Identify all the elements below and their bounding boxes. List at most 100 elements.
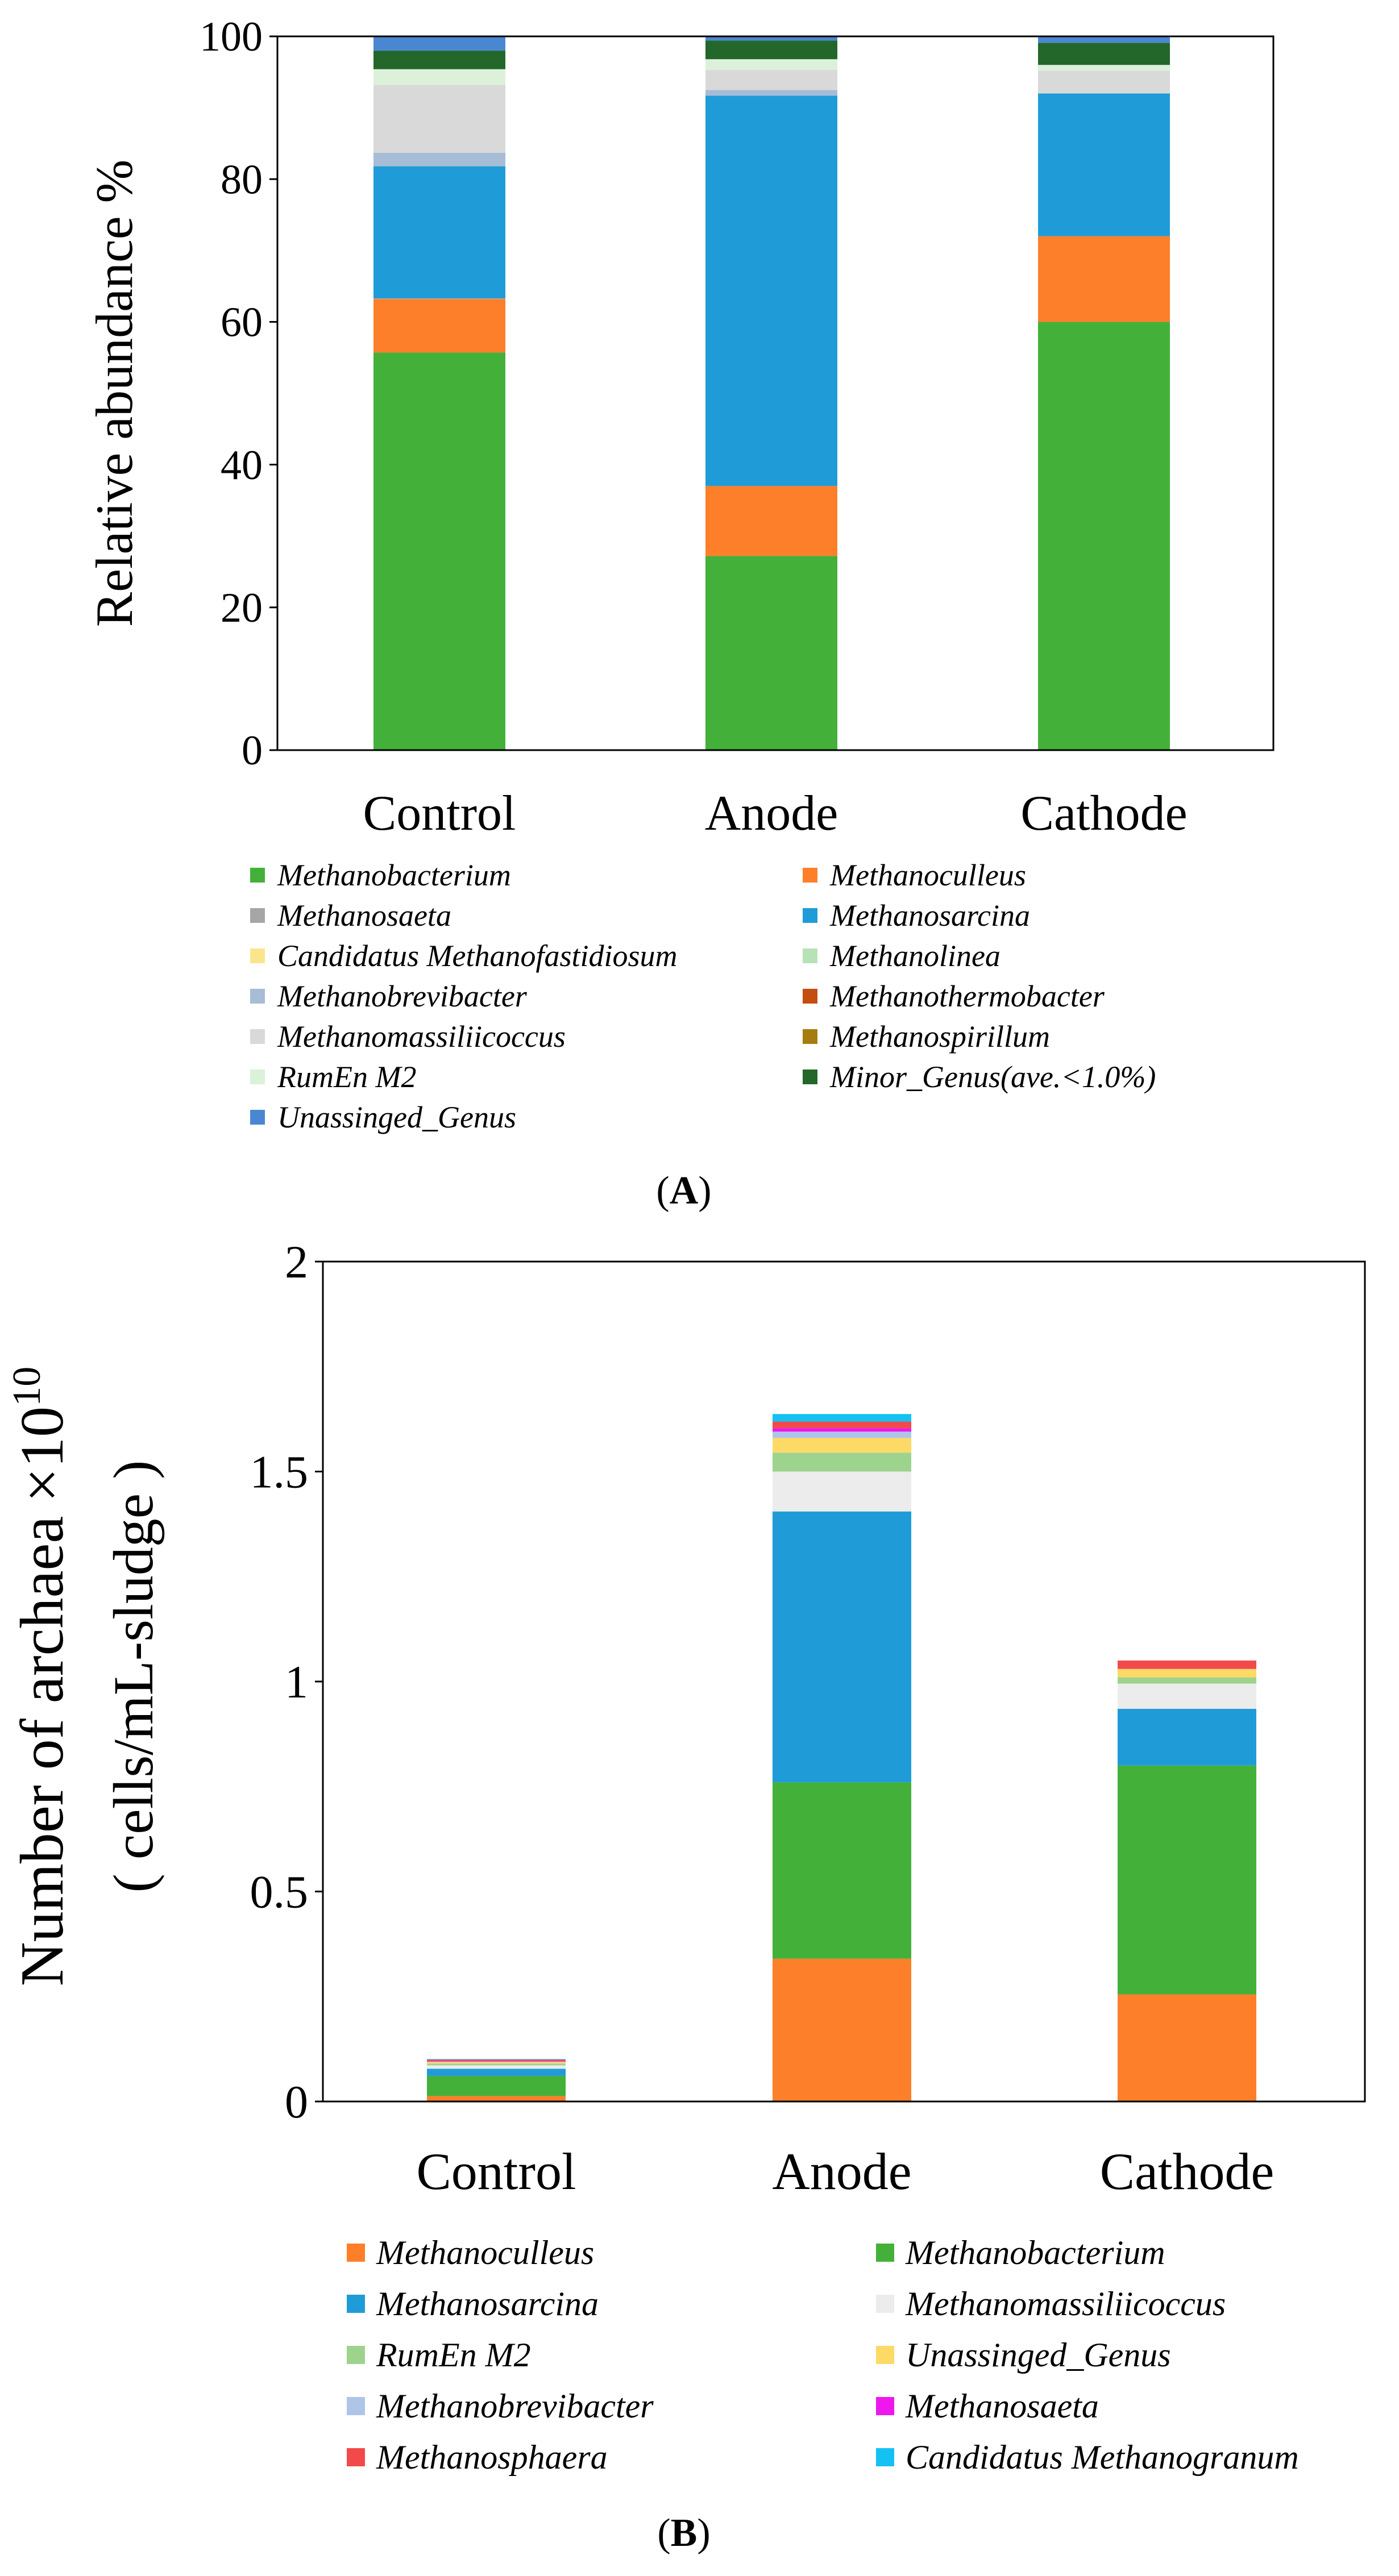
bar-cathode-methanobacterium <box>1038 322 1170 750</box>
y-tick-label: 80 <box>221 156 263 203</box>
legend-label-methanosarcina: Methanosarcina <box>376 2285 599 2323</box>
legend-label-methanolinea: Methanolinea <box>829 939 1001 973</box>
bar-cathode-methanosphaera <box>1118 1661 1256 1669</box>
legend-swatch-minor-genus-ave-1-0 <box>803 1069 817 1084</box>
panel-b-chart: 0 0.5 1 1.5 2 Control Anode Cathode Number of … <box>5 1236 1366 2555</box>
bar-control-rumen-m2 <box>427 2063 566 2066</box>
bar-cathode-unassinged-genus <box>1038 36 1170 43</box>
y-tick-label: 2 <box>285 1236 308 1288</box>
legend-label-methanobrevibacter: Methanobrevibacter <box>277 979 528 1013</box>
bar-control-unassinged-genus <box>373 36 505 51</box>
legend-swatch-methanobacterium <box>876 2244 894 2262</box>
bar-cathode-rumen-m2 <box>1038 65 1170 71</box>
bar-cathode-methanomassiliicoccus <box>1118 1683 1256 1709</box>
y-tick-label: 40 <box>221 442 263 489</box>
x-category-label-control: Control <box>416 2142 576 2200</box>
bar-control-methanomassiliicoccus <box>373 85 505 153</box>
bar-control-methanosaeta <box>373 298 505 299</box>
legend-swatch-methanosaeta <box>876 2397 894 2415</box>
legend-label-unassinged-genus: Unassinged_Genus <box>277 1100 516 1134</box>
legend-label-methanosphaera: Methanosphaera <box>376 2438 608 2476</box>
legend-swatch-unassinged-genus <box>250 1110 265 1125</box>
bar-cathode-methanosarcina <box>1038 93 1170 236</box>
legend-swatch-methanothermobacter <box>803 989 817 1004</box>
bar-anode-candidatus-methanogranum <box>773 1414 911 1422</box>
bar-anode-methanobacterium <box>705 556 837 750</box>
bar-cathode-methanoculleus <box>1118 1994 1256 2101</box>
legend-swatch-methanoculleus <box>347 2244 365 2262</box>
legend-label-methanothermobacter: Methanothermobacter <box>829 979 1105 1013</box>
bar-anode-unassinged-genus <box>773 1438 911 1453</box>
panel-a-y-axis-title: Relative abundance % <box>85 160 143 627</box>
panel-b-legend: Methanoculleus Methanobacterium Methanosar… <box>347 2234 1299 2476</box>
panel-a-plot-frame <box>276 35 1275 751</box>
bar-cathode-unassinged-genus <box>1118 1668 1256 1678</box>
bar-control-methanosarcina <box>373 166 505 298</box>
bar-anode-methanosaeta <box>773 1428 911 1432</box>
legend-swatch-methanospirillum <box>803 1029 817 1044</box>
bar-anode-minor-genus-ave-1-0 <box>705 40 837 60</box>
bar-cathode-methanobacterium <box>1118 1765 1256 1995</box>
legend-swatch-methanolinea <box>803 948 817 963</box>
y-tick-label: 1.5 <box>250 1446 309 1497</box>
bar-cathode-methanomassiliicoccus <box>1038 70 1170 94</box>
bar-anode-rumen-m2 <box>705 59 837 70</box>
bar-control-unassinged-genus <box>427 2062 566 2064</box>
legend-swatch-methanomassiliicoccus <box>876 2295 894 2313</box>
legend-label-candidatus-methanofastidiosum: Candidatus Methanofastidiosum <box>277 939 678 973</box>
bar-control-rumen-m2 <box>373 69 505 85</box>
bar-control-methanobacterium <box>373 352 505 750</box>
legend-swatch-rumen-m2 <box>347 2346 365 2364</box>
legend-swatch-unassinged-genus <box>876 2346 894 2364</box>
legend-label-candidatus-methanogranum: Candidatus Methanogranum <box>906 2438 1299 2476</box>
panel-a-bars <box>373 36 1170 750</box>
legend-label-minor-genus-ave-1-0: Minor_Genus(ave.<1.0%) <box>829 1060 1156 1094</box>
legend-swatch-methanosphaera <box>347 2448 365 2466</box>
legend-label-methanomassiliicoccus: Methanomassiliicoccus <box>905 2285 1226 2323</box>
legend-swatch-methanobacterium <box>250 868 265 883</box>
bar-control-methanobrevibacter <box>373 152 505 167</box>
bar-anode-methanosarcina <box>705 95 837 486</box>
bar-anode-methanomassiliicoccus <box>705 70 837 90</box>
legend-label-methanosarcina: Methanosarcina <box>829 898 1030 933</box>
y-tick-label: 0.5 <box>250 1866 309 1917</box>
bar-cathode-rumen-m2 <box>1118 1677 1256 1684</box>
panel-b-y-axis-title-line1: Number of archaea×1010 <box>5 1367 76 1986</box>
bar-anode-methanosphaera <box>773 1421 911 1429</box>
legend-label-methanobacterium: Methanobacterium <box>905 2234 1165 2271</box>
x-category-label-anode: Anode <box>705 786 838 841</box>
legend-swatch-methanosaeta <box>250 908 265 923</box>
panel-a-legend: Methanobacterium Methanoculleus Methanosae… <box>250 858 1156 1134</box>
panel-b-y-ticks: 0 0.5 1 1.5 2 <box>250 1236 323 2128</box>
bar-anode-methanoculleus <box>773 1958 911 2101</box>
panel-b-y-axis-title-line2: ( cells/mL-sludge ) <box>102 1460 165 1893</box>
legend-swatch-candidatus-methanofastidiosum <box>250 948 265 963</box>
x-category-label-anode: Anode <box>772 2142 911 2200</box>
legend-swatch-methanosarcina <box>803 908 817 923</box>
bar-anode-methanosarcina <box>773 1511 911 1783</box>
panel-b-x-labels: Control Anode Cathode <box>416 2142 1274 2200</box>
bar-anode-rumen-m2 <box>773 1453 911 1472</box>
x-category-label-cathode: Cathode <box>1100 2142 1275 2200</box>
legend-label-methanobrevibacter: Methanobrevibacter <box>376 2387 654 2425</box>
bar-anode-methanobrevibacter <box>705 90 837 96</box>
bar-control-methanoculleus <box>373 299 505 353</box>
legend-swatch-methanobrevibacter <box>347 2397 365 2415</box>
legend-label-methanoculleus: Methanoculleus <box>829 858 1026 892</box>
bar-control-methanosarcina <box>427 2069 566 2076</box>
bar-control-methanoculleus <box>427 2096 566 2101</box>
legend-label-methanobacterium: Methanobacterium <box>277 858 511 892</box>
legend-label-rumen-m2: RumEn M2 <box>277 1060 416 1094</box>
legend-label-unassinged-genus: Unassinged_Genus <box>906 2336 1171 2374</box>
bar-cathode-methanosarcina <box>1118 1709 1256 1766</box>
y-tick-label: 60 <box>221 299 263 346</box>
x-category-label-cathode: Cathode <box>1020 786 1187 841</box>
bar-anode-unassinged-genus <box>705 36 837 41</box>
panel-a-label: (A) <box>656 1169 711 1213</box>
panel-a-y-ticks: 0 20 40 60 80 100 <box>200 14 277 774</box>
y-tick-label: 0 <box>242 727 263 774</box>
bar-anode-methanomassiliicoccus <box>773 1471 911 1512</box>
y-tick-label: 0 <box>285 2076 308 2128</box>
panel-b-label: (B) <box>657 2511 710 2555</box>
